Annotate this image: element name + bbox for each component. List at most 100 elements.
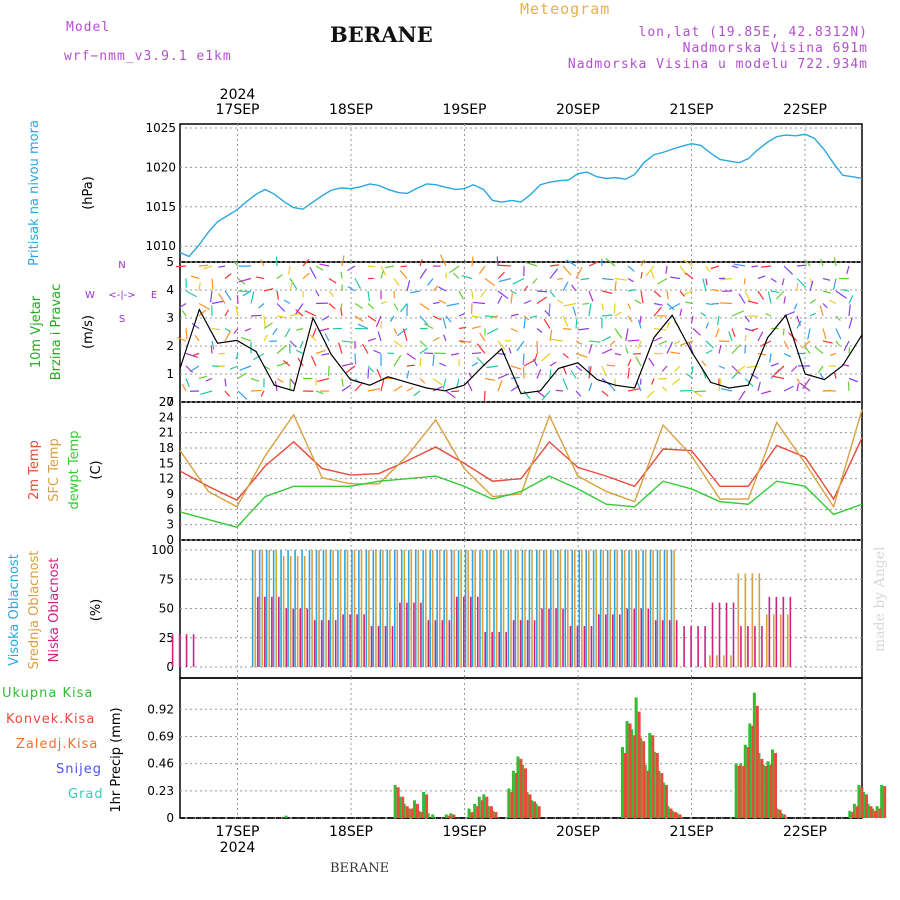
wind-arrow-93 — [284, 328, 291, 338]
bottom-date-1: 18SEP — [329, 824, 373, 840]
wind-arrow-334 — [572, 306, 577, 317]
wind-arrow-324 — [562, 327, 572, 331]
wind-arrow-389 — [639, 315, 642, 324]
wind-arrow-176 — [384, 265, 395, 269]
temp-ytick-7: 21 — [159, 426, 174, 440]
wind-arrow-360 — [601, 365, 607, 377]
precip-bar-1-21 — [523, 768, 527, 818]
wind-arrow-31 — [205, 377, 213, 382]
legend-grad: Grad — [68, 787, 104, 802]
wind-arrow-556 — [835, 340, 841, 347]
wind-unit: (m/s) — [81, 315, 96, 349]
temp-ytick-3: 9 — [166, 487, 174, 501]
wind-arrow-370 — [614, 352, 622, 356]
wind-arrow-214 — [423, 322, 434, 330]
wind-arrow-388 — [634, 299, 642, 305]
wind-arrow-392 — [632, 352, 642, 355]
precip-bar-0-16 — [486, 806, 490, 818]
wind-arrow-476 — [738, 293, 746, 304]
precip-bar-0-28 — [634, 697, 638, 818]
temp-ytick-5: 15 — [159, 456, 174, 470]
bottom-date-0: 17SEP — [216, 824, 260, 840]
wind-arrow-515 — [771, 375, 785, 380]
wind-arrow-140 — [341, 362, 354, 367]
precip-bar-0-55 — [875, 806, 879, 818]
temp-ylabel-dew: dewpt Temp — [67, 430, 82, 509]
wind-arrow-471 — [731, 370, 740, 379]
precip-bar-0-22 — [525, 792, 529, 818]
precip-bar-0-56 — [880, 784, 884, 818]
wind-arrow-126 — [319, 327, 330, 332]
wind-arrow-528 — [805, 260, 811, 267]
wind-arrow-518 — [796, 278, 807, 288]
pressure-line — [179, 133, 863, 258]
wind-arrow-224 — [445, 315, 452, 323]
wind-arrow-402 — [653, 336, 663, 342]
wind-arrow-207 — [419, 378, 426, 384]
bottom-year: 2024 — [220, 840, 256, 856]
precip-bar-0-11 — [449, 813, 453, 818]
temp-ytick-6: 18 — [159, 441, 174, 455]
wind-arrow-317 — [549, 369, 552, 379]
wind-arrow-4 — [181, 310, 187, 317]
wind-arrow-446 — [705, 340, 715, 349]
wind-arrow-158 — [367, 315, 377, 322]
wind-arrow-347 — [588, 340, 601, 343]
wind-arrow-288 — [523, 285, 529, 292]
lonlat-label: lon,lat (19.85E, 42.8312N) — [638, 25, 868, 40]
wind-arrow-13 — [198, 282, 201, 292]
precip-bar-1-28 — [637, 711, 641, 818]
wind-arrow-202 — [419, 315, 429, 326]
wind-arrow-426 — [674, 365, 681, 372]
precip-bar-1-4 — [410, 808, 414, 818]
precip-bar-1-29 — [642, 741, 646, 818]
wind-arrow-205 — [419, 347, 429, 354]
wind-arrow-416 — [658, 377, 668, 380]
precip-bar-0-15 — [482, 794, 486, 818]
wind-arrow-212 — [432, 301, 440, 305]
wind-arrow-367 — [614, 311, 622, 317]
wind-arrow-61 — [240, 336, 252, 342]
wind-arrow-292 — [516, 340, 525, 352]
wind-arrow-200 — [410, 290, 421, 294]
wind-arrow-522 — [796, 320, 802, 329]
wind-arrow-329 — [555, 389, 564, 392]
top-date-2: 19SEP — [443, 102, 487, 118]
wind-arrow-44 — [232, 260, 239, 267]
wind-ytick-0: 0 — [166, 395, 174, 409]
precip-bar-1-34 — [664, 784, 668, 818]
wind-arrow-413 — [658, 340, 668, 346]
precip-bar-1-50 — [855, 806, 859, 818]
wind-arrow-250 — [471, 362, 479, 367]
wind-arrow-553 — [828, 299, 837, 305]
wind-arrow-484 — [751, 265, 759, 268]
precip-bar-1-12 — [470, 812, 474, 818]
wind-arrow-24 — [209, 290, 213, 303]
wind-arrow-190 — [400, 303, 408, 313]
precip-bar-1-44 — [764, 766, 768, 818]
wind-arrow-88 — [288, 265, 291, 275]
wind-arrow-249 — [471, 352, 482, 355]
wind-arrow-25 — [211, 300, 225, 305]
wind-arrow-198 — [419, 259, 423, 267]
wind-arrow-465 — [720, 302, 733, 305]
wind-arrow-358 — [601, 336, 612, 342]
precip-bar-0-30 — [643, 764, 647, 818]
precip-bar-1-10 — [447, 815, 451, 818]
wind-arrow-516 — [783, 385, 794, 392]
wind-arrow-265 — [497, 271, 505, 279]
wind-arrow-398 — [653, 290, 662, 298]
precip-bar-0-33 — [657, 770, 661, 818]
wind-arrow-15 — [198, 309, 207, 317]
wind-ylabel-sub: Brzina i Pravac — [49, 284, 64, 381]
wind-arrow-393 — [635, 356, 642, 367]
wind-arrow-43 — [224, 390, 231, 397]
precip-bar-1-38 — [737, 766, 741, 818]
wind-arrow-310 — [549, 290, 556, 298]
wind-arrow-121 — [319, 263, 330, 267]
wind-ytick-4: 4 — [166, 283, 174, 297]
precip-bar-1-41 — [751, 725, 755, 818]
wind-arrow-386 — [640, 272, 643, 279]
wind-arrow-12 — [190, 275, 200, 280]
precip-bar-1-15 — [485, 796, 489, 818]
